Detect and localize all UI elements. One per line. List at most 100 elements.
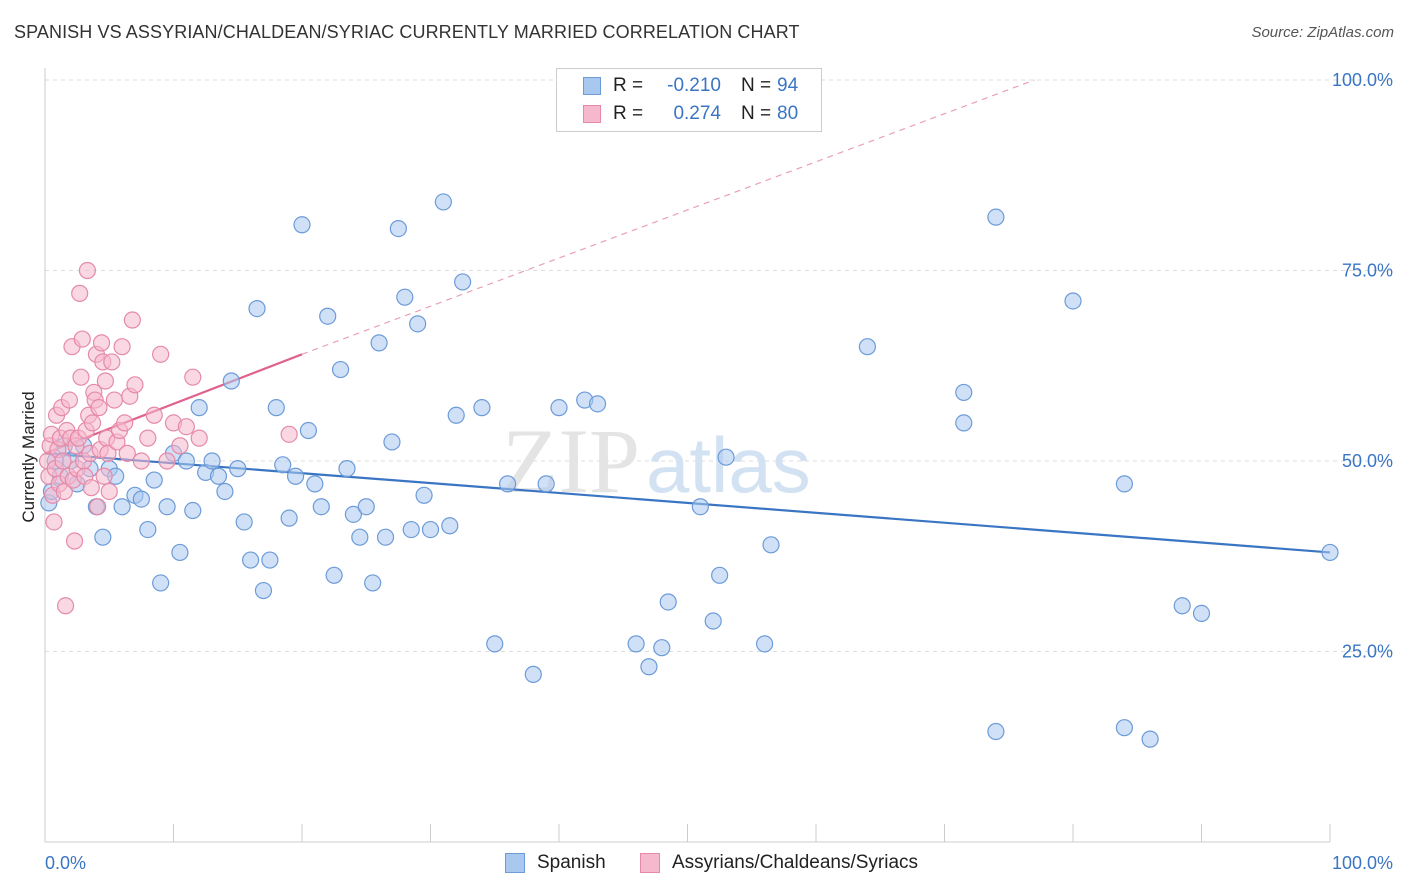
point-assyrian	[132, 452, 150, 470]
point-assyrian	[89, 498, 107, 516]
point-assyrian	[116, 414, 134, 432]
point-assyrian	[60, 391, 79, 409]
legend-swatch-assyrian	[583, 105, 601, 123]
point-spanish	[524, 665, 542, 683]
point-assyrian	[100, 482, 118, 501]
point-spanish	[454, 273, 472, 291]
point-assyrian	[145, 406, 163, 424]
legend-row-assyrian: R = 0.274 N = 80	[583, 101, 798, 127]
point-spanish	[409, 315, 427, 333]
point-spanish	[158, 498, 176, 516]
series-swatch-spanish	[505, 853, 525, 873]
point-spanish	[177, 452, 195, 470]
series-legend-assyrian[interactable]: Assyrians/Chaldeans/Syriacs	[640, 852, 918, 874]
legend-n-label: N =	[741, 75, 772, 96]
point-spanish	[357, 498, 375, 516]
point-assyrian	[280, 425, 298, 443]
point-spanish	[364, 574, 382, 592]
point-spanish	[550, 399, 568, 417]
x-tick-label: 100.0%	[1332, 853, 1393, 873]
legend-swatch-spanish	[583, 77, 601, 95]
point-assyrian	[56, 597, 75, 615]
point-assyrian	[92, 334, 111, 352]
point-assyrian	[96, 372, 114, 390]
point-spanish	[267, 399, 285, 417]
point-spanish	[704, 612, 722, 630]
tick-labels: 25.0% 50.0% 75.0% 100.0% 0.0% 100.0%	[45, 70, 1393, 873]
series-legend-spanish[interactable]: Spanish	[505, 852, 606, 874]
point-spanish	[94, 528, 112, 546]
point-spanish	[203, 452, 221, 470]
point-spanish	[344, 505, 362, 523]
point-assyrian	[139, 429, 157, 447]
point-spanish	[755, 635, 774, 653]
point-spanish	[762, 536, 780, 554]
point-assyrian	[184, 368, 202, 386]
point-assyrian	[126, 376, 144, 394]
point-spanish	[222, 372, 240, 390]
trend-line-spanish	[44, 452, 1331, 554]
point-spanish	[190, 399, 208, 417]
series-label-spanish: Spanish	[537, 852, 606, 873]
grid-lines	[45, 79, 1392, 652]
point-spanish	[280, 509, 298, 527]
legend-n-value: 80	[777, 103, 799, 124]
point-assyrian	[82, 479, 100, 497]
point-spanish	[370, 334, 388, 352]
y-axis-label: Currently Married	[19, 391, 38, 522]
point-assyrian	[113, 338, 131, 356]
watermark: ZIPatlas	[502, 410, 811, 512]
point-spanish	[447, 406, 465, 424]
point-assyrian	[171, 437, 189, 455]
point-spanish	[402, 520, 420, 539]
y-tick-label: 75.0%	[1342, 261, 1393, 281]
point-spanish	[955, 383, 973, 402]
point-spanish	[286, 467, 305, 485]
legend-n-label: N =	[741, 103, 772, 124]
point-assyrian	[190, 429, 208, 447]
point-assyrian	[118, 444, 136, 462]
point-spanish	[376, 528, 395, 546]
point-spanish	[248, 300, 266, 318]
point-spanish	[312, 498, 330, 516]
y-tick-label: 100.0%	[1332, 70, 1393, 90]
point-spanish	[1064, 292, 1082, 310]
point-spanish	[537, 475, 555, 493]
point-spanish	[152, 574, 170, 592]
legend-row-spanish: R = -0.210 N = 94	[583, 73, 798, 99]
point-spanish	[331, 360, 350, 379]
point-assyrian	[73, 330, 91, 348]
point-spanish	[653, 639, 671, 657]
point-spanish	[396, 288, 414, 306]
legend-n-value: 94	[777, 75, 799, 96]
y-tick-label: 25.0%	[1342, 642, 1393, 662]
point-spanish	[274, 456, 292, 474]
point-spanish	[389, 219, 407, 238]
point-assyrian	[123, 311, 141, 329]
point-spanish	[588, 395, 607, 413]
point-assyrian	[99, 444, 117, 462]
point-spanish	[299, 421, 318, 440]
point-spanish	[1141, 730, 1159, 748]
point-spanish	[113, 498, 131, 516]
point-spanish	[145, 471, 163, 489]
point-spanish	[499, 475, 517, 493]
point-spanish	[235, 513, 253, 531]
point-assyrian	[72, 368, 90, 386]
point-spanish	[711, 566, 729, 584]
point-spanish	[987, 722, 1005, 741]
point-spanish	[691, 498, 709, 516]
point-spanish	[987, 208, 1005, 226]
legend-r-value: -0.210	[667, 75, 721, 96]
chart-title: SPANISH VS ASSYRIAN/CHALDEAN/SYRIAC CURR…	[14, 22, 800, 42]
point-spanish	[254, 581, 273, 600]
point-spanish	[319, 307, 337, 325]
trend-line-extension	[301, 79, 1035, 355]
point-spanish	[338, 460, 356, 478]
point-spanish	[627, 635, 645, 653]
point-spanish	[139, 520, 157, 539]
point-assyrian	[95, 467, 113, 485]
point-spanish	[421, 520, 440, 539]
point-spanish	[261, 551, 279, 569]
point-assyrian	[90, 399, 108, 417]
